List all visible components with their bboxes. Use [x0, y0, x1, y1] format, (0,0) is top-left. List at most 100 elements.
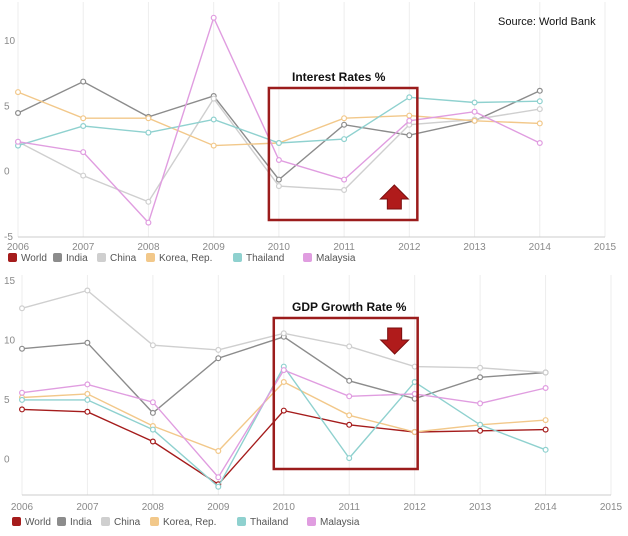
- data-point[interactable]: [275, 157, 282, 164]
- data-point[interactable]: [145, 198, 152, 205]
- legend-item[interactable]: Korea, Rep.: [146, 253, 212, 264]
- data-point[interactable]: [542, 384, 549, 391]
- data-point[interactable]: [411, 378, 418, 385]
- data-point[interactable]: [471, 117, 478, 124]
- data-point[interactable]: [346, 421, 353, 428]
- data-point[interactable]: [210, 14, 217, 21]
- data-point[interactable]: [15, 138, 22, 145]
- data-point[interactable]: [542, 446, 549, 453]
- data-point[interactable]: [536, 140, 543, 147]
- data-point[interactable]: [84, 381, 91, 388]
- data-point[interactable]: [542, 369, 549, 376]
- data-point[interactable]: [341, 176, 348, 183]
- data-point[interactable]: [536, 98, 543, 105]
- legend-item[interactable]: Thailand: [237, 517, 288, 528]
- data-point[interactable]: [341, 136, 348, 143]
- data-point[interactable]: [411, 429, 418, 436]
- legend-item[interactable]: Thailand: [233, 253, 284, 264]
- data-point[interactable]: [411, 395, 418, 402]
- legend-item[interactable]: Malaysia: [307, 517, 360, 528]
- data-point[interactable]: [477, 421, 484, 428]
- data-point[interactable]: [80, 122, 87, 129]
- data-point[interactable]: [145, 219, 152, 226]
- data-point[interactable]: [406, 94, 413, 101]
- data-point[interactable]: [210, 95, 217, 102]
- data-point[interactable]: [215, 474, 222, 481]
- data-point[interactable]: [215, 448, 222, 455]
- data-point[interactable]: [346, 393, 353, 400]
- data-point[interactable]: [411, 363, 418, 370]
- data-point[interactable]: [84, 339, 91, 346]
- data-point[interactable]: [346, 412, 353, 419]
- data-point[interactable]: [275, 140, 282, 147]
- legend-item[interactable]: World: [12, 517, 51, 528]
- data-point[interactable]: [280, 330, 287, 337]
- legend-item[interactable]: Korea, Rep.: [150, 517, 216, 528]
- data-point[interactable]: [149, 409, 156, 416]
- data-point[interactable]: [542, 426, 549, 433]
- data-point[interactable]: [149, 438, 156, 445]
- data-point[interactable]: [275, 176, 282, 183]
- data-point[interactable]: [80, 78, 87, 85]
- data-point[interactable]: [80, 172, 87, 179]
- legend-swatch: [150, 517, 159, 526]
- data-point[interactable]: [19, 396, 26, 403]
- data-point[interactable]: [477, 400, 484, 407]
- data-point[interactable]: [411, 390, 418, 397]
- data-point[interactable]: [149, 426, 156, 433]
- data-point[interactable]: [346, 377, 353, 384]
- data-point[interactable]: [275, 183, 282, 190]
- data-point[interactable]: [542, 417, 549, 424]
- data-point[interactable]: [80, 115, 87, 122]
- data-point[interactable]: [19, 389, 26, 396]
- data-point[interactable]: [341, 121, 348, 128]
- data-point[interactable]: [280, 367, 287, 374]
- data-point[interactable]: [341, 187, 348, 194]
- legend-item[interactable]: India: [53, 253, 88, 264]
- data-point[interactable]: [149, 342, 156, 349]
- data-point[interactable]: [210, 116, 217, 123]
- data-point[interactable]: [280, 407, 287, 414]
- legend-item[interactable]: Malaysia: [303, 253, 356, 264]
- data-point[interactable]: [19, 406, 26, 413]
- data-point[interactable]: [471, 108, 478, 115]
- data-point[interactable]: [536, 106, 543, 113]
- data-point[interactable]: [536, 120, 543, 127]
- data-point[interactable]: [145, 129, 152, 136]
- data-point[interactable]: [536, 87, 543, 94]
- data-point[interactable]: [80, 149, 87, 156]
- data-point[interactable]: [477, 427, 484, 434]
- data-point[interactable]: [341, 115, 348, 122]
- data-point[interactable]: [84, 287, 91, 294]
- data-point[interactable]: [215, 483, 222, 490]
- data-point[interactable]: [215, 346, 222, 353]
- data-point[interactable]: [477, 374, 484, 381]
- data-point[interactable]: [19, 305, 26, 312]
- data-point[interactable]: [84, 408, 91, 415]
- data-point[interactable]: [471, 99, 478, 106]
- data-point[interactable]: [149, 399, 156, 406]
- data-point[interactable]: [406, 112, 413, 119]
- data-point[interactable]: [477, 364, 484, 371]
- legend-item[interactable]: World: [8, 253, 47, 264]
- gdp-x-tick-label: 2007: [76, 502, 99, 513]
- legend-item[interactable]: China: [97, 253, 137, 264]
- data-point[interactable]: [406, 132, 413, 139]
- data-point[interactable]: [346, 343, 353, 350]
- data-point[interactable]: [346, 455, 353, 462]
- data-point[interactable]: [280, 378, 287, 385]
- legend-item[interactable]: India: [57, 517, 92, 528]
- data-point[interactable]: [210, 142, 217, 149]
- data-point[interactable]: [15, 109, 22, 116]
- data-point[interactable]: [145, 115, 152, 122]
- interest-y-tick-label: 10: [4, 36, 16, 47]
- legend-item[interactable]: China: [101, 517, 141, 528]
- data-point[interactable]: [406, 117, 413, 124]
- data-point[interactable]: [19, 345, 26, 352]
- data-point[interactable]: [84, 396, 91, 403]
- data-point[interactable]: [15, 89, 22, 96]
- data-point[interactable]: [215, 355, 222, 362]
- gdp-x-ticks: 2006 2007 2008 2009 2010 2011 2012 2013 2014 2015: [11, 502, 623, 513]
- interest-x-tick-label: 2007: [72, 242, 95, 253]
- data-point[interactable]: [84, 390, 91, 397]
